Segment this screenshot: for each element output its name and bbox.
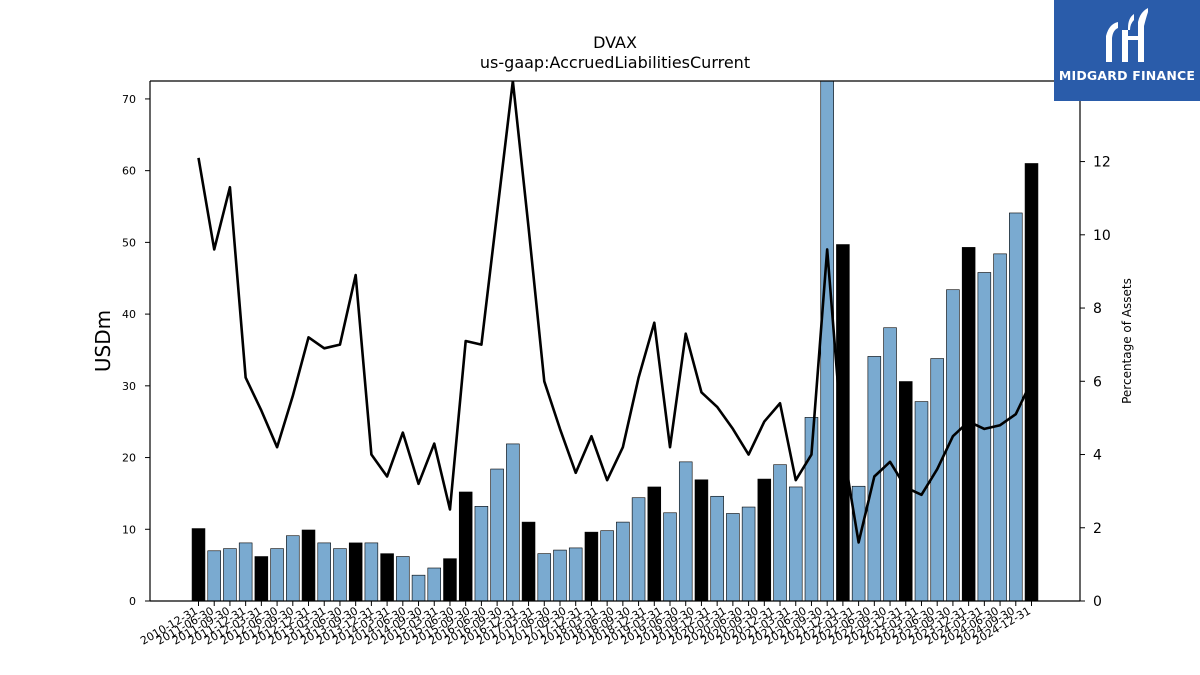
brand-name: MIDGARD FINANCE (1058, 68, 1196, 83)
right-tick-label: 4 (1093, 448, 1102, 464)
bar (820, 80, 834, 602)
bar (726, 513, 740, 602)
left-tick-label: 20 (122, 452, 136, 465)
right-tick-label: 6 (1093, 374, 1102, 390)
bar (977, 272, 992, 602)
left-tick-label: 50 (122, 236, 136, 249)
bar (647, 486, 662, 602)
bar (411, 574, 426, 602)
bar (600, 530, 614, 602)
bar (254, 556, 269, 602)
bar (223, 548, 237, 602)
bar (270, 548, 284, 602)
bar (616, 521, 630, 602)
bar (788, 486, 803, 602)
bar (286, 535, 300, 602)
bar (238, 542, 253, 602)
left-tick-label: 70 (122, 93, 136, 106)
left-tick-label: 0 (129, 595, 136, 608)
bar (191, 528, 206, 602)
bar (443, 558, 457, 602)
brand-logo: MIDGARD FINANCE (1054, 0, 1200, 101)
bar (930, 358, 944, 602)
axes (149, 80, 1081, 602)
y-axis-label: USDm (91, 310, 115, 372)
bar (694, 479, 709, 602)
left-tick-label: 40 (122, 308, 136, 321)
bar (568, 547, 583, 602)
bar (631, 497, 646, 602)
bar (663, 512, 677, 602)
bar (521, 521, 536, 602)
bar (584, 531, 599, 602)
bar (678, 461, 693, 602)
bar (710, 495, 724, 602)
left-axis-ticks: 0 10 20 30 40 50 60 70 (122, 93, 150, 608)
bar (553, 549, 567, 602)
right-tick-label: 2 (1093, 521, 1102, 537)
x-axis-ticks: 2010-12-312011-06-302011-09-302011-12-31… (138, 601, 1033, 648)
bar (899, 381, 913, 602)
bar-series (191, 80, 1039, 602)
bar (537, 553, 552, 602)
bar (301, 529, 316, 602)
bar (427, 567, 441, 602)
bar (757, 478, 772, 602)
bar (207, 550, 221, 602)
percentage-line (197, 81, 1033, 544)
bar (773, 464, 787, 602)
left-tick-label: 10 (122, 523, 136, 536)
bar (348, 542, 363, 602)
bar (914, 401, 929, 602)
right-axis-ticks: 0 2 4 6 8 10 12 (1080, 155, 1111, 610)
bar (836, 244, 850, 602)
bar (490, 468, 504, 602)
bar (458, 491, 473, 602)
right-tick-label: 0 (1093, 594, 1102, 610)
bar (380, 553, 394, 602)
line-series (197, 81, 1033, 544)
chart-subtitle: us-gaap:AccruedLiabilitiesCurrent (480, 53, 750, 72)
bar (364, 542, 379, 602)
right-tick-label: 12 (1093, 155, 1111, 171)
bar (506, 443, 520, 602)
left-tick-label: 30 (122, 380, 136, 393)
right-tick-label: 8 (1093, 301, 1102, 317)
logo-mark-icon (1106, 8, 1148, 62)
bar (741, 506, 756, 602)
chart-title: DVAX (593, 33, 637, 52)
bar (333, 548, 347, 602)
bar (396, 556, 410, 602)
y2-axis-label: Percentage of Assets (1120, 278, 1134, 404)
right-tick-label: 10 (1093, 228, 1111, 244)
bar (317, 542, 331, 602)
bar (474, 506, 489, 602)
left-tick-label: 60 (122, 165, 136, 178)
